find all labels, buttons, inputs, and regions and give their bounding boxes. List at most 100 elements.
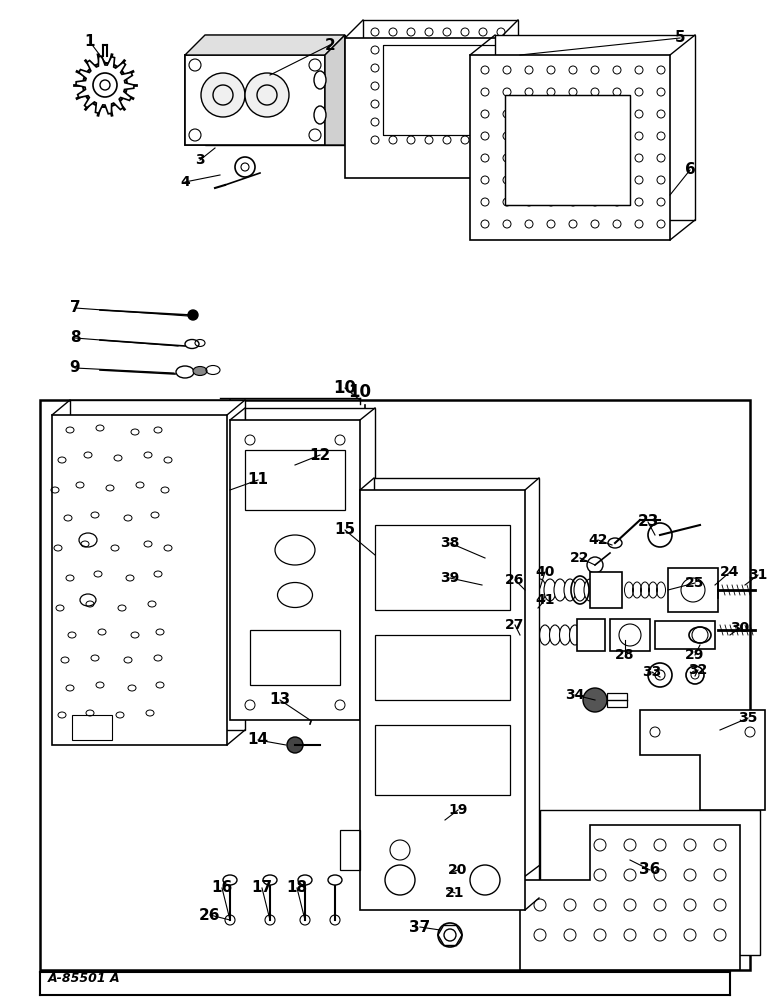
Ellipse shape xyxy=(584,579,596,601)
Text: 35: 35 xyxy=(738,711,757,725)
Text: 11: 11 xyxy=(248,473,269,488)
Bar xyxy=(383,45,498,135)
Ellipse shape xyxy=(689,627,711,643)
Bar xyxy=(607,693,627,707)
Text: 39: 39 xyxy=(440,571,459,585)
Text: 24: 24 xyxy=(720,565,740,579)
Ellipse shape xyxy=(314,71,326,89)
Text: 23: 23 xyxy=(638,514,659,530)
Text: 42: 42 xyxy=(588,533,608,547)
Text: 10: 10 xyxy=(348,383,371,401)
Polygon shape xyxy=(230,420,360,720)
Circle shape xyxy=(287,737,303,753)
Ellipse shape xyxy=(534,579,546,601)
Ellipse shape xyxy=(574,579,586,601)
Text: 20: 20 xyxy=(449,863,468,877)
Circle shape xyxy=(201,73,245,117)
Bar xyxy=(40,400,750,970)
Polygon shape xyxy=(540,810,760,955)
Text: 40: 40 xyxy=(535,565,555,579)
Text: 17: 17 xyxy=(252,880,273,896)
Text: 29: 29 xyxy=(686,648,705,662)
Text: 12: 12 xyxy=(310,448,330,462)
Text: 18: 18 xyxy=(286,880,307,896)
Text: A-85501 A: A-85501 A xyxy=(48,972,120,984)
Bar xyxy=(668,568,718,612)
Text: 26: 26 xyxy=(199,908,221,922)
Text: 7: 7 xyxy=(69,300,80,316)
Polygon shape xyxy=(495,35,695,220)
Ellipse shape xyxy=(193,366,207,375)
Circle shape xyxy=(93,73,117,97)
Circle shape xyxy=(583,688,607,712)
Polygon shape xyxy=(363,20,518,160)
Ellipse shape xyxy=(263,875,277,885)
Bar xyxy=(590,572,622,608)
Circle shape xyxy=(235,157,255,177)
Ellipse shape xyxy=(482,549,498,561)
Text: 37: 37 xyxy=(409,920,431,934)
Text: 31: 31 xyxy=(748,568,767,582)
Text: 16: 16 xyxy=(212,880,232,896)
Ellipse shape xyxy=(524,579,536,601)
Polygon shape xyxy=(470,55,670,240)
Text: 6: 6 xyxy=(685,162,696,178)
Polygon shape xyxy=(360,490,525,910)
Polygon shape xyxy=(245,408,375,708)
Text: 2: 2 xyxy=(324,37,335,52)
Text: 19: 19 xyxy=(449,803,468,817)
Text: 4: 4 xyxy=(180,175,190,189)
Bar xyxy=(577,619,605,651)
Text: 34: 34 xyxy=(565,688,584,702)
Text: 33: 33 xyxy=(642,665,662,679)
Text: 28: 28 xyxy=(615,648,635,662)
Ellipse shape xyxy=(544,579,556,601)
Ellipse shape xyxy=(298,875,312,885)
Text: 36: 36 xyxy=(639,862,661,878)
Bar xyxy=(185,55,325,145)
Polygon shape xyxy=(185,35,345,55)
Polygon shape xyxy=(70,400,245,730)
Text: 5: 5 xyxy=(675,30,686,45)
Ellipse shape xyxy=(550,625,560,645)
Text: 38: 38 xyxy=(440,536,459,550)
Text: 3: 3 xyxy=(195,153,205,167)
Ellipse shape xyxy=(560,625,571,645)
Polygon shape xyxy=(185,55,325,145)
Text: 21: 21 xyxy=(445,886,465,900)
Text: 30: 30 xyxy=(730,621,750,635)
Text: 8: 8 xyxy=(69,330,80,346)
Text: 15: 15 xyxy=(334,522,356,538)
Ellipse shape xyxy=(570,625,581,645)
Text: 25: 25 xyxy=(686,576,705,590)
Text: 13: 13 xyxy=(269,692,290,708)
Polygon shape xyxy=(520,825,740,970)
Text: 32: 32 xyxy=(689,663,708,677)
Polygon shape xyxy=(345,38,500,178)
Text: 26: 26 xyxy=(506,573,525,587)
Ellipse shape xyxy=(328,875,342,885)
Ellipse shape xyxy=(223,875,237,885)
Text: 10: 10 xyxy=(334,379,357,397)
Polygon shape xyxy=(374,478,539,898)
Ellipse shape xyxy=(554,579,566,601)
Polygon shape xyxy=(640,710,765,810)
Ellipse shape xyxy=(564,579,576,601)
Text: 14: 14 xyxy=(248,732,269,748)
Polygon shape xyxy=(76,56,134,114)
Bar xyxy=(610,619,650,651)
Text: 1: 1 xyxy=(85,34,95,49)
Ellipse shape xyxy=(185,340,199,349)
Text: 27: 27 xyxy=(506,618,525,632)
Circle shape xyxy=(245,73,289,117)
Bar xyxy=(505,95,630,205)
Circle shape xyxy=(188,310,198,320)
Text: 41: 41 xyxy=(535,593,555,607)
Polygon shape xyxy=(52,415,227,745)
Ellipse shape xyxy=(530,625,540,645)
Ellipse shape xyxy=(540,625,550,645)
Bar xyxy=(510,560,528,574)
Bar xyxy=(655,621,715,649)
Text: 9: 9 xyxy=(69,360,80,375)
Ellipse shape xyxy=(520,625,530,645)
